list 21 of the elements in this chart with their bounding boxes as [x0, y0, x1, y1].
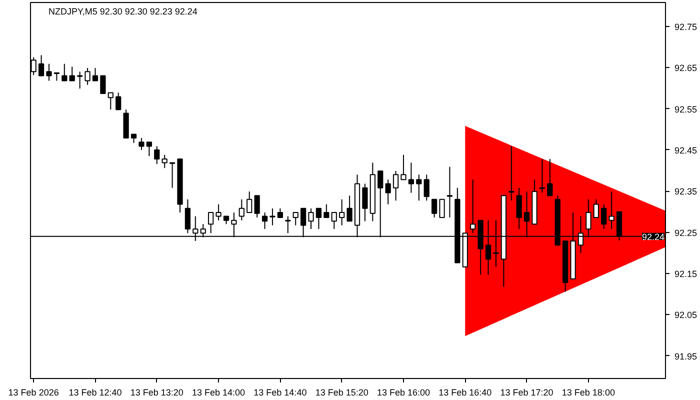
x-tick-label: 13 Feb 18:00: [562, 388, 615, 398]
ref-line-label: 92.24: [642, 232, 665, 242]
y-tick-label: 92.35: [674, 186, 698, 197]
y-tick-label: 92.05: [674, 310, 698, 320]
y-tick-label: 92.65: [674, 63, 698, 74]
x-tick-label: 13 Feb 2026: [8, 388, 59, 398]
y-tick-label: 92.15: [674, 268, 698, 279]
x-tick-label: 13 Feb 13:20: [130, 388, 184, 398]
y-tick-label: 92.75: [674, 22, 698, 32]
x-tick-label: 13 Feb 15:20: [315, 388, 368, 398]
y-tick-label: 92.25: [674, 228, 698, 238]
x-tick-label: 13 Feb 12:40: [68, 388, 122, 398]
x-tick-label: 13 Feb 17:20: [500, 388, 554, 398]
x-tick-label: 13 Feb 14:00: [192, 388, 246, 398]
y-tick-label: 92.55: [674, 104, 698, 114]
chart-title: NZDJPY,M5 92.30 92.30 92.23 92.24: [48, 6, 198, 16]
y-tick-label: 92.45: [674, 145, 698, 156]
x-tick-label: 13 Feb 14:40: [254, 388, 307, 398]
y-tick-label: 91.95: [674, 351, 698, 362]
x-tick-label: 13 Feb 16:00: [376, 388, 430, 398]
x-tick-label: 13 Feb 16:40: [438, 388, 492, 398]
